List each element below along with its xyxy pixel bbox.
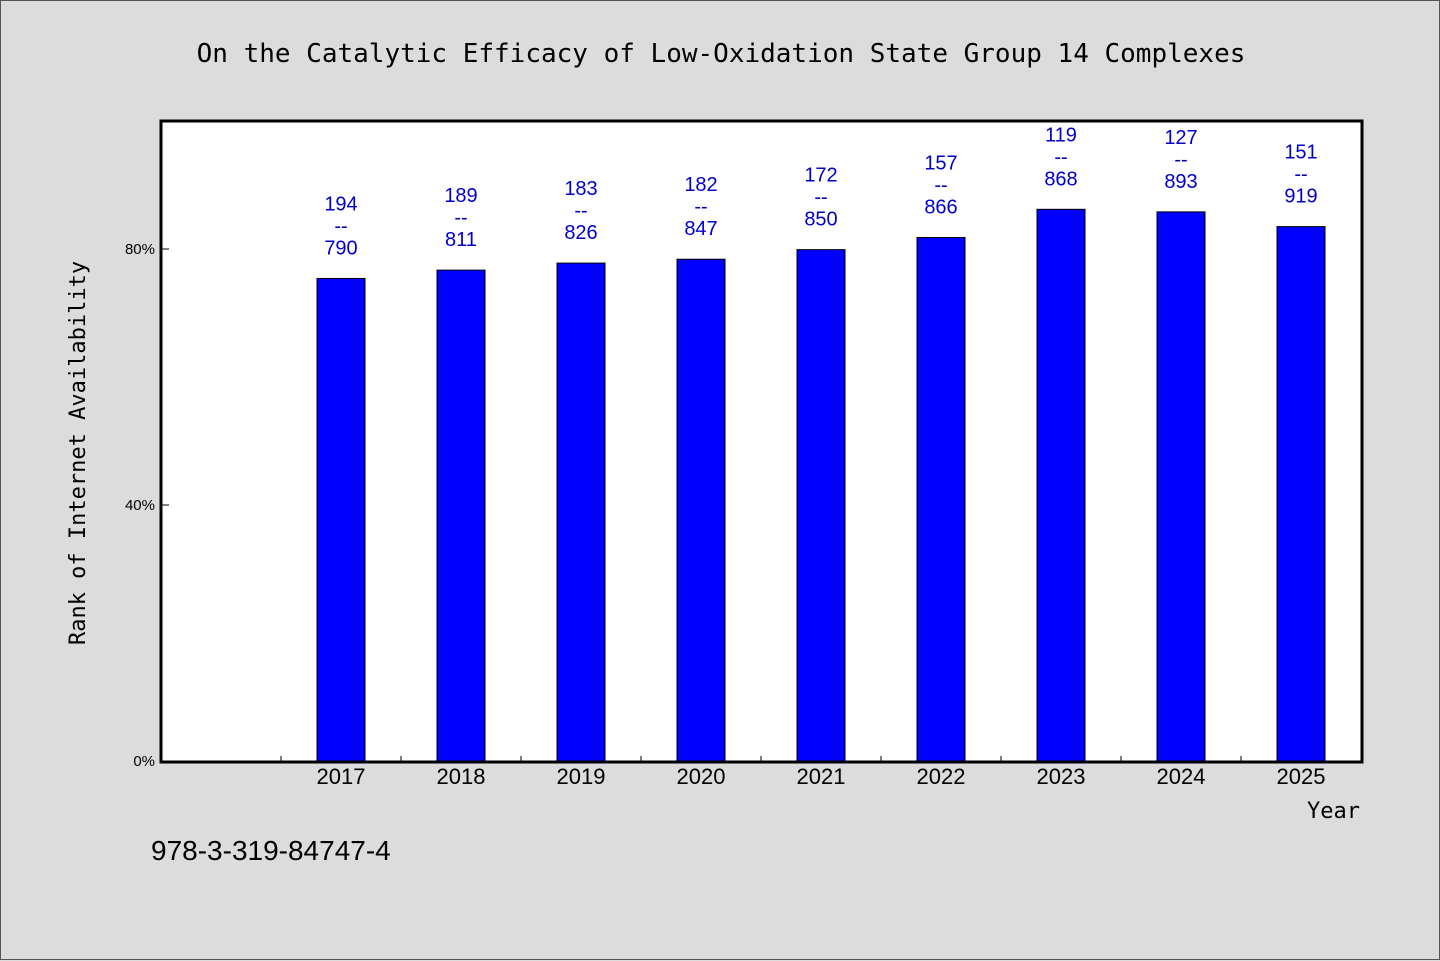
y-tick-label-80: 80% [125,241,155,258]
x-tick-label-2019: 2019 [557,764,606,789]
data-label-2019-line2: -- [574,200,587,222]
bar-2025 [1276,226,1326,762]
x-tick-label-2022: 2022 [917,764,966,789]
data-label-2023-line3: 868 [1044,168,1077,190]
data-label-2022-line3: 866 [924,196,957,218]
y-tick-label-0: 0% [133,753,155,770]
data-label-2025-line3: 919 [1284,186,1317,208]
bar-2020 [676,258,726,762]
data-label-2021-line2: -- [814,187,827,209]
data-label-2019-line1: 183 [564,178,597,200]
data-label-2020-line1: 182 [684,174,717,196]
data-label-2024-line3: 893 [1164,171,1197,193]
x-tick-label-2023: 2023 [1037,764,1086,789]
x-tick-label-2021: 2021 [797,764,846,789]
bar-2023 [1036,208,1086,762]
data-labels-group: 194--790189--811183--826182--847172--850… [324,124,1317,259]
bar-2019 [556,262,606,762]
data-label-2023-line1: 119 [1045,124,1077,146]
data-label-2021-line1: 172 [804,165,837,187]
x-tick-label-2025: 2025 [1277,764,1326,789]
isbn-code: 978-3-319-84747-4 [151,835,391,866]
bars-group [316,208,1326,762]
x-axis-ticks: 2017 2018 2019 2020 2021 2022 2023 2024 2025 [280,756,1362,789]
data-label-2021-line3: 850 [804,209,837,231]
data-label-2017-line1: 194 [324,193,357,215]
data-label-2023-line2: -- [1054,146,1067,168]
x-tick-label-2017: 2017 [317,764,366,789]
bar-2018 [436,269,486,762]
y-axis-label: Rank of Internet Availability [66,261,91,645]
data-label-2020-line2: -- [694,196,707,218]
bar-2017 [316,277,366,762]
data-label-2019-line3: 826 [564,222,597,244]
data-label-2024-line2: -- [1174,149,1187,171]
data-label-2018-line3: 811 [445,229,477,251]
x-axis-label: Year [1307,799,1360,824]
data-label-2025-line1: 151 [1284,142,1317,164]
x-tick-label-2024: 2024 [1157,764,1206,789]
bar-2021 [796,249,846,762]
data-label-2017-line3: 790 [324,237,357,259]
data-label-2018-line1: 189 [444,185,477,207]
y-axis-ticks: 0% 40% 80% [125,241,169,770]
y-tick-label-40: 40% [125,497,155,514]
bar-2024 [1156,211,1206,762]
data-label-2022-line2: -- [934,174,947,196]
data-label-2022-line1: 157 [924,152,957,174]
chart-title: On the Catalytic Efficacy of Low-Oxidati… [197,39,1246,69]
data-label-2025-line2: -- [1294,164,1307,186]
data-label-2018-line2: -- [454,207,467,229]
data-label-2020-line3: 847 [684,218,717,240]
data-label-2017-line2: -- [334,215,347,237]
x-tick-label-2020: 2020 [677,764,726,789]
x-tick-label-2018: 2018 [437,764,486,789]
data-label-2024-line1: 127 [1164,127,1197,149]
bar-2022 [916,236,966,762]
